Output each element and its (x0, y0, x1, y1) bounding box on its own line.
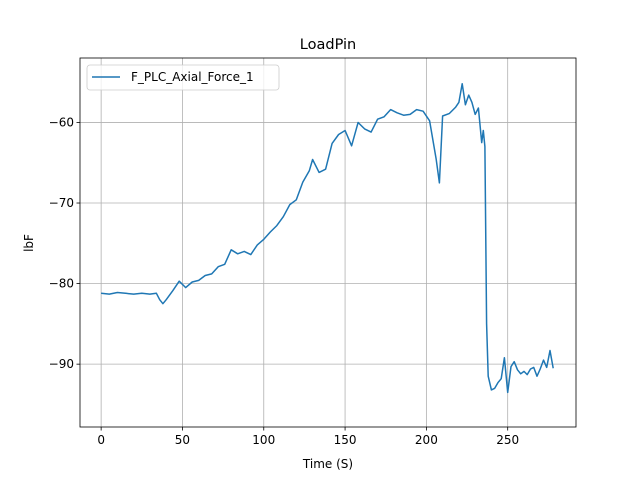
series-layer (101, 83, 554, 394)
series-line-0 (101, 83, 554, 394)
x-tick-label: 250 (496, 433, 519, 447)
legend-box (86, 64, 280, 91)
chart-title: LoadPin (300, 37, 356, 53)
plot-frame (79, 57, 577, 428)
x-tick-label: 50 (175, 433, 190, 447)
grid-lines (80, 58, 576, 427)
legend-entry-f-plc-axial-force-1: F_PLC_Axial_Force_1 (131, 70, 254, 84)
x-tick-label: 0 (97, 433, 105, 447)
x-tick-label: 100 (252, 433, 275, 447)
legend: F_PLC_Axial_Force_1 (86, 64, 280, 91)
ticks-layer: 0 50 100 150 200 250 −90 −80 −70 −60 (49, 115, 519, 447)
x-tick-label: 200 (415, 433, 438, 447)
x-tick-label: 150 (334, 433, 357, 447)
y-tick-label: −60 (49, 115, 74, 129)
y-axis-label: lbF (22, 234, 36, 252)
y-tick-label: −70 (49, 196, 74, 210)
y-tick-label: −90 (49, 357, 74, 371)
y-tick-label: −80 (49, 277, 74, 291)
x-axis-label: Time (S) (302, 457, 353, 471)
